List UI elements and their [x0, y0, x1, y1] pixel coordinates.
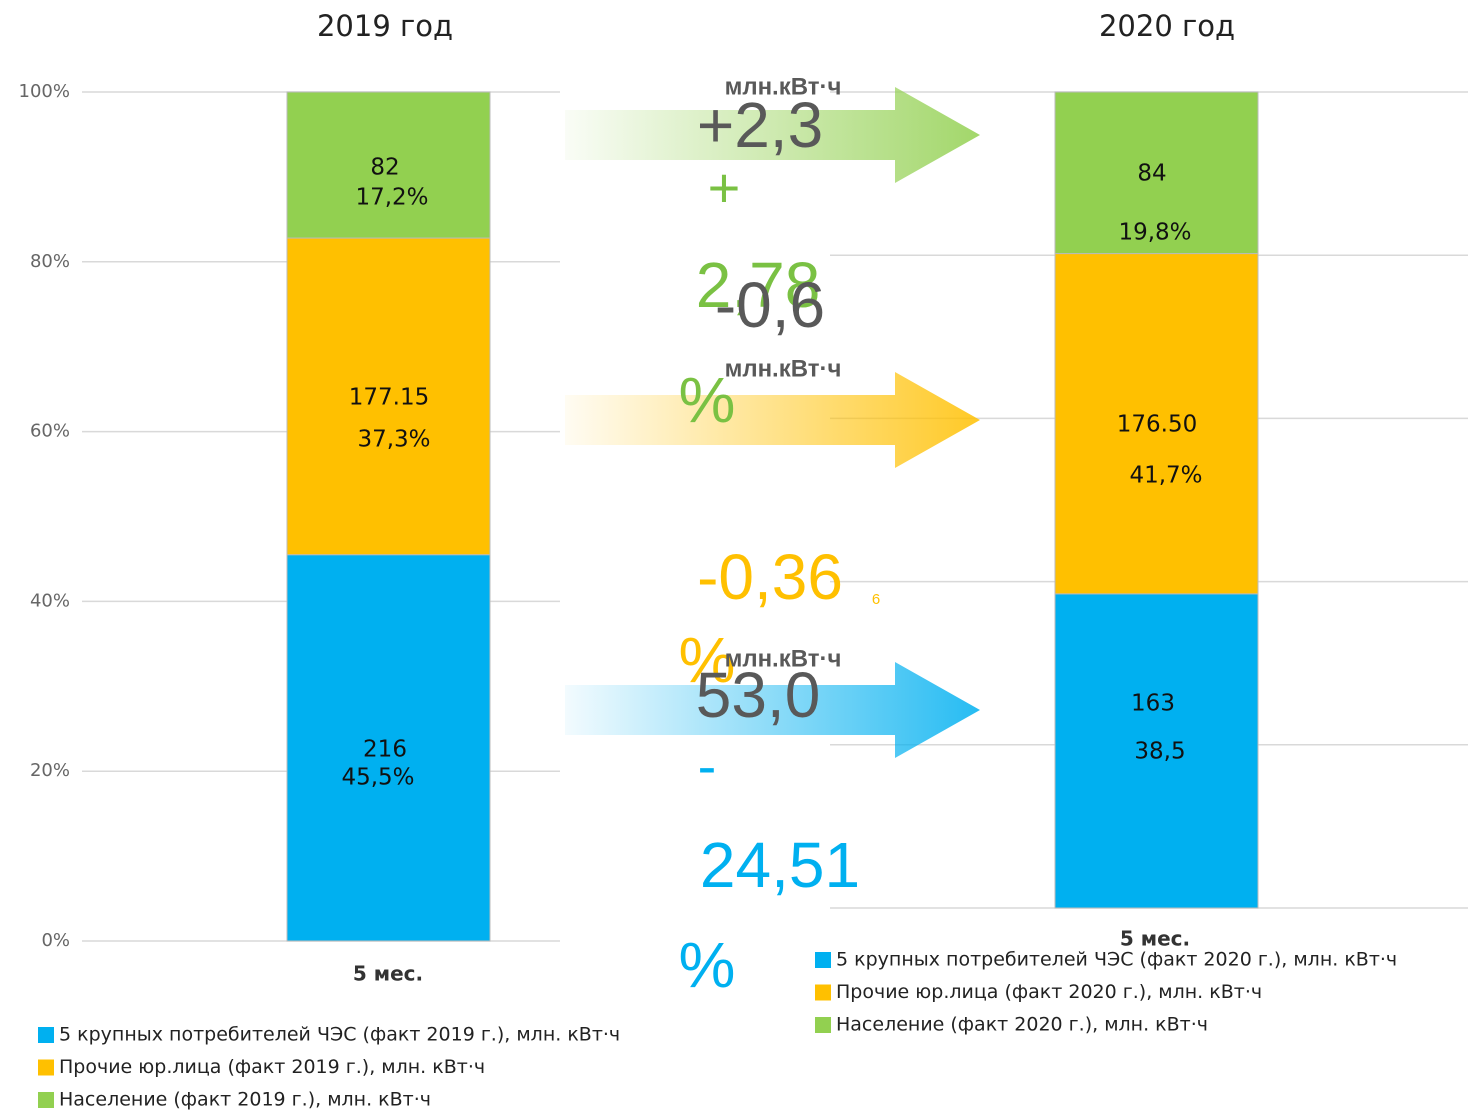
legend-label: 5 крупных потребителей ЧЭС (факт 2019 г.…: [59, 1024, 620, 1046]
y-tick-label: 40%: [30, 590, 70, 611]
annotation: 24,51: [700, 829, 860, 901]
value-label: 17,2%: [355, 185, 428, 211]
annotation: %: [679, 929, 736, 1001]
annotation: -0,6: [715, 269, 825, 341]
legend-swatch: [38, 1092, 54, 1108]
bar-segment: [286, 91, 491, 239]
annotation: +2,3: [697, 89, 823, 161]
legend-swatch: [38, 1059, 54, 1076]
y-tick-label: 100%: [19, 81, 70, 102]
amount-label: 177.15: [349, 385, 429, 411]
legend-label: Прочие юр.лица (факт 2020 г.), млн. кВт·…: [836, 981, 1262, 1003]
chart-title: 2019 год: [317, 9, 453, 43]
x-tick-label: 5 мес.: [1120, 927, 1190, 951]
annotation: млн.кВт·ч: [725, 645, 842, 672]
amount-label: 82: [370, 155, 399, 181]
annotation: -0,36: [697, 541, 843, 613]
annotation: 6: [872, 591, 880, 608]
bar-segment: [286, 237, 491, 556]
legend-label: Население (факт 2019 г.), млн. кВт·ч: [59, 1089, 431, 1111]
y-tick-label: 20%: [30, 760, 70, 781]
legend-swatch: [815, 984, 831, 1001]
annotation: -: [698, 734, 717, 797]
y-tick-label: 0%: [41, 930, 70, 951]
legend-swatch: [815, 1017, 831, 1033]
y-tick-label: 60%: [30, 421, 70, 442]
value-label: 45,5%: [341, 765, 414, 791]
amount-label: 216: [363, 737, 407, 763]
x-tick-label: 5 мес.: [353, 962, 423, 986]
bar-segment: [1054, 91, 1259, 255]
legend-swatch: [815, 952, 831, 968]
annotation: млн.кВт·ч: [725, 355, 842, 382]
arrow: [565, 372, 980, 468]
legend-label: Прочие юр.лица (факт 2019 г.), млн. кВт·…: [59, 1056, 485, 1078]
bar-segment: [1054, 593, 1259, 909]
bar-segment: [286, 554, 491, 942]
annotation: %: [679, 364, 736, 436]
value-label: 37,3%: [357, 427, 430, 453]
value-label: 41,7%: [1129, 463, 1202, 489]
arrow: [565, 662, 980, 758]
legend-swatch: [38, 1027, 54, 1043]
bar-segment: [1054, 253, 1259, 595]
annotation: млн.кВт·ч: [725, 73, 842, 100]
value-label: 19,8%: [1118, 220, 1191, 246]
legend-label: 5 крупных потребителей ЧЭС (факт 2020 г.…: [836, 949, 1397, 971]
amount-label: 84: [1137, 161, 1166, 187]
value-label: 38,5: [1134, 739, 1185, 765]
annotation: 2,78: [696, 249, 821, 321]
amount-label: 163: [1131, 691, 1175, 717]
arrow: [565, 87, 980, 183]
annotation: +: [708, 156, 741, 219]
amount-label: 176.50: [1117, 412, 1197, 438]
y-tick-label: 80%: [30, 251, 70, 272]
annotation: 53,0: [696, 659, 821, 731]
legend-label: Население (факт 2020 г.), млн. кВт·ч: [836, 1014, 1208, 1036]
chart-title: 2020 год: [1099, 9, 1235, 43]
annotation: %: [679, 624, 736, 696]
